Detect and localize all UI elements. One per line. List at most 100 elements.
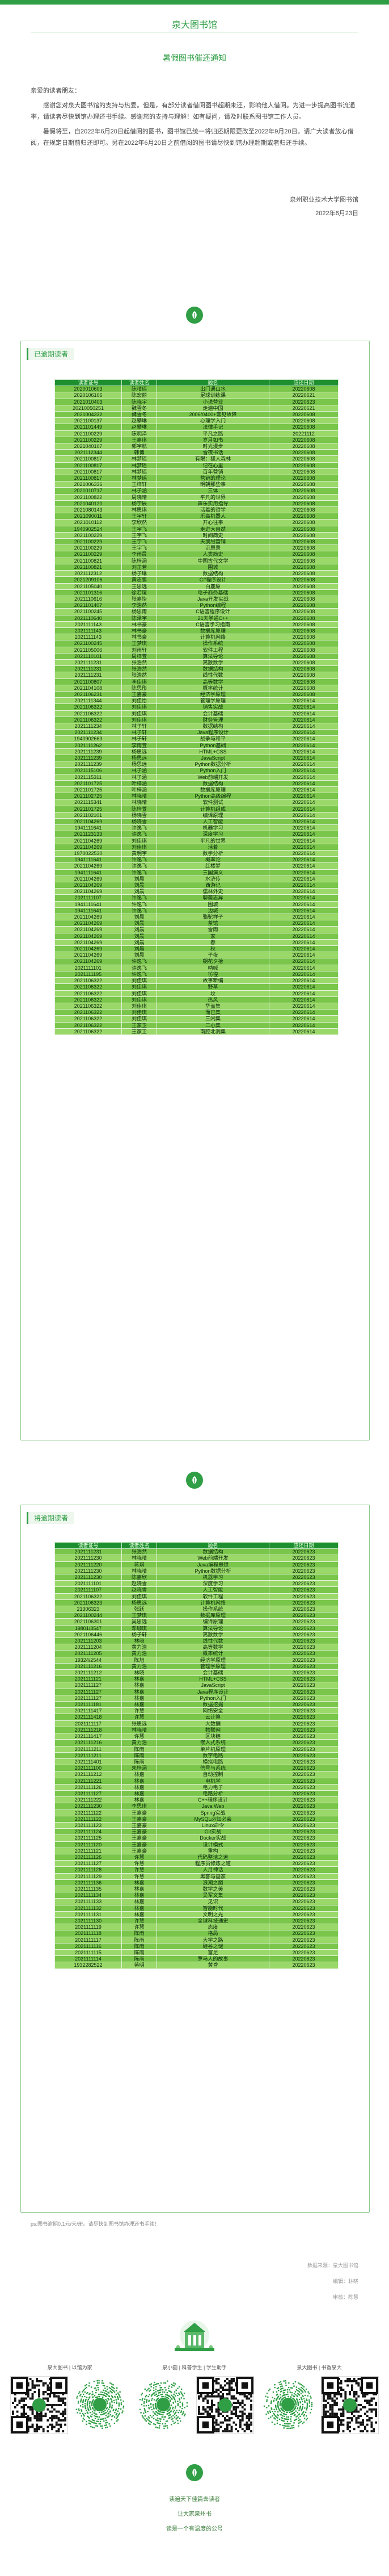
name-cell: 张浩然 <box>121 659 157 667</box>
due-date-cell: 20220623 <box>269 1796 339 1804</box>
title-cell: 罗马人的故事 <box>157 1955 269 1963</box>
name-cell: 许逸飞 <box>121 862 157 870</box>
title-cell: JavaScript <box>157 1682 269 1689</box>
due-date-cell: 20220608 <box>269 583 339 590</box>
upcoming-title: 将逾期读者 <box>27 1512 74 1524</box>
card-no-cell: 2021111132 <box>54 1904 122 1912</box>
title-cell: 模拟电路 <box>157 1758 269 1766</box>
due-date-cell: 20220614 <box>269 843 339 851</box>
card-no-cell: 2021111127 <box>54 1694 122 1702</box>
due-date-cell: 20220623 <box>269 1669 339 1677</box>
name-cell: 林思琪 <box>121 506 157 514</box>
card-no-cell: 2021209106 <box>54 576 122 584</box>
card-no-cell: 2021112312 <box>54 570 122 577</box>
col-card-no: 读者证号 <box>54 379 122 387</box>
qr-code[interactable] <box>321 2376 379 2434</box>
table-row: 2021112312 杨子琳 数据结构 20220608 <box>54 570 339 577</box>
name-cell: 周晓晴 <box>121 493 157 501</box>
due-date-cell: 20220614 <box>269 964 339 971</box>
table-row: 2021111126 许慧 代码整洁之道 20220623 <box>54 1853 339 1861</box>
card-no-cell: 2021111239 <box>54 754 122 762</box>
title-cell: 机器学习 <box>157 824 269 832</box>
card-no-cell: 2021111127 <box>54 1790 122 1798</box>
name-cell: 刘佳琪 <box>121 837 157 844</box>
name-cell: 杨子琳 <box>121 570 157 577</box>
title-cell: 家 <box>157 932 269 940</box>
qr-code[interactable] <box>196 2376 254 2434</box>
due-date-cell: 20220623 <box>269 1821 339 1829</box>
title-cell: 信号与系统 <box>157 1765 269 1772</box>
due-date-cell: 20220623 <box>269 1714 339 1721</box>
table-row: 2021111120 王嘉豪 设计模式 20220623 <box>54 1841 339 1848</box>
title-cell: 热风 <box>157 996 269 1003</box>
title-cell: 明朝那些事 <box>157 481 269 488</box>
due-date-cell: 20220608 <box>269 684 339 692</box>
card-no-cell: 2021104269 <box>54 958 122 965</box>
name-cell: 杨晓雪 <box>121 811 157 819</box>
title-cell: 硅谷之谜 <box>157 1942 269 1950</box>
name-cell: 黄明宇 <box>121 850 157 857</box>
name-cell: 李雨晨 <box>121 551 157 558</box>
overdue-title: 已逾期读者 <box>27 348 74 360</box>
card-no-cell: 2021111195 <box>54 970 122 978</box>
due-date-cell: 20220614 <box>269 837 339 844</box>
greeting: 亲爱的读者朋友： <box>31 87 81 94</box>
table-row: 2021111212 林嘉 自动控制 20220623 <box>54 1771 339 1778</box>
table-row: 2021104269 刘晨家 20220614 <box>54 932 339 940</box>
name-cell: 杨思远 <box>121 1599 157 1607</box>
name-cell: 刘晨 <box>121 926 157 933</box>
table-row: 2021106322 刘佳琪 热风 20220614 <box>54 996 339 1003</box>
leaf-icon <box>186 1472 203 1489</box>
table-row: 2021111211 陈雨 数字电路 20220623 <box>54 1752 339 1759</box>
qr-code[interactable] <box>10 2376 68 2434</box>
name-cell: 王宇飞 <box>121 544 157 552</box>
name-cell: 刘佳琪 <box>121 1009 157 1016</box>
table-row: 2021100821 陈梓涵 中国古代文学 20220608 <box>54 557 339 564</box>
card-no-cell: 2021106323 <box>54 1599 122 1607</box>
due-date-cell: 20220608 <box>269 678 339 685</box>
qr-code-round[interactable] <box>260 2376 316 2433</box>
name-cell: 李浩然 <box>121 602 157 609</box>
card-no-cell: 2021111401 <box>54 1758 122 1766</box>
name-cell: 刘晨 <box>121 920 157 927</box>
title-cell: 销售实战 <box>157 703 269 711</box>
name-cell: 林晓晴 <box>121 799 157 806</box>
name-cell: 黄力浩 <box>121 1662 157 1670</box>
card-no-cell: 2021101725 <box>54 805 122 812</box>
title-cell: 经济学原理 <box>157 690 269 698</box>
name-cell: 林嘉 <box>121 1796 157 1804</box>
title-cell: 边城 <box>157 907 269 915</box>
qr-code-round[interactable] <box>135 2376 192 2433</box>
table-row: 2021111230 林晓晴 Web前端开发 20220623 <box>54 1555 339 1562</box>
name-cell: 刘佳琪 <box>121 1002 157 1010</box>
name-cell: 张思远 <box>121 1720 157 1727</box>
due-date-cell: 20220608 <box>269 665 339 673</box>
title-cell: 电力电子 <box>157 1783 269 1791</box>
table-row: 2021111127 林嘉 电路分析 20220623 <box>54 1790 339 1798</box>
name-cell: 林嘉 <box>121 1694 157 1702</box>
due-date-cell: 20220614 <box>269 767 339 774</box>
card-no-cell: 2021111134 <box>54 1892 122 1899</box>
title-cell: 围城 <box>157 563 269 571</box>
card-no-cell: 2021102725 <box>54 793 122 800</box>
table-row: 1941111641 许逸飞 概率论 20220614 <box>54 856 339 864</box>
title-cell: 三闲集 <box>157 1015 269 1023</box>
title-cell: MySQL必知必会 <box>157 1815 269 1823</box>
due-date-cell: 20220608 <box>269 500 339 508</box>
table-row: 2021111234 林子轩 数据结构 20220614 <box>54 722 339 730</box>
card-no-cell: 2021106301 <box>54 1618 122 1626</box>
due-date-cell: 20220614 <box>269 1002 339 1010</box>
title-cell: 经济学原理 <box>157 1656 269 1664</box>
col-card-no: 读者证号 <box>54 1542 122 1549</box>
card-no-cell: 2021106322 <box>54 1021 122 1029</box>
card-no-cell: 20210050251 <box>54 404 122 412</box>
table-row: 2021111204 黄力浩 高等数学 20220623 <box>54 1644 339 1651</box>
card-no-cell: 2021111221 <box>54 1777 122 1785</box>
name-cell: 王嘉豪 <box>121 690 157 698</box>
due-date-cell: 20220608 <box>269 627 339 635</box>
due-date-cell: 20220623 <box>269 1726 339 1734</box>
title-cell: 程序员修炼之道 <box>157 1860 269 1867</box>
qr-code-round[interactable] <box>71 2376 128 2433</box>
name-cell: 刘晨 <box>121 888 157 895</box>
title-cell: 算法导论 <box>157 652 269 660</box>
